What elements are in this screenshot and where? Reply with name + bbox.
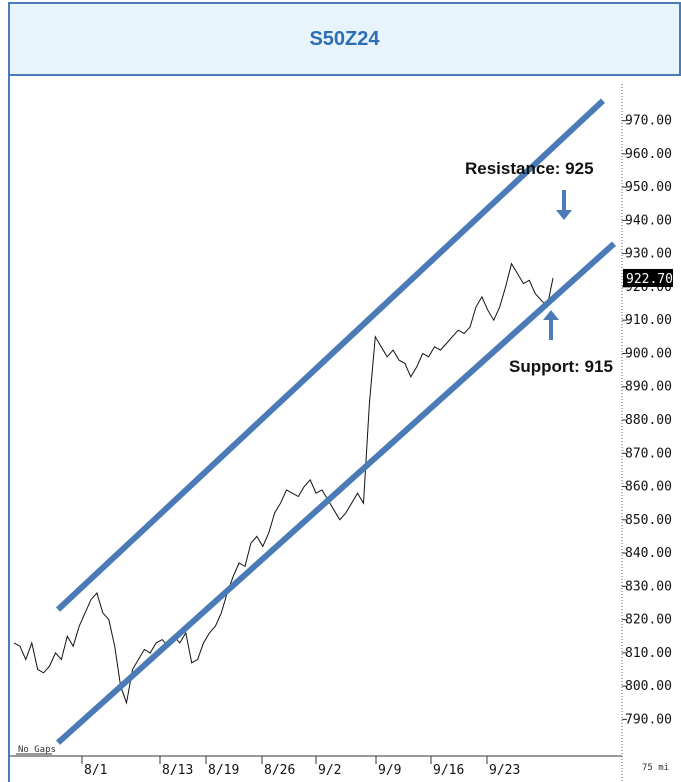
y-tick-label: 940.00 bbox=[625, 213, 672, 228]
x-tick-label: 8/1 bbox=[84, 763, 107, 778]
x-tick-label: 8/26 bbox=[264, 763, 295, 778]
y-tick-label: 910.00 bbox=[625, 313, 672, 328]
interval-label: 75 mi bbox=[642, 763, 669, 773]
y-tick-label: 950.00 bbox=[625, 180, 672, 195]
chart-area: 970.00 960.00 950.00 940.00 930.00 920.00 910.… bbox=[8, 76, 681, 782]
price-chart: 970.00960.00950.00940.00930.00920.00910.… bbox=[10, 84, 673, 782]
y-tick-label: 890.00 bbox=[625, 380, 672, 395]
x-tick-label: 9/16 bbox=[433, 763, 464, 778]
y-tick-label: 900.00 bbox=[625, 346, 672, 361]
y-tick-label: 970.00 bbox=[625, 114, 672, 129]
chart-header: S50Z24 bbox=[8, 2, 681, 76]
no-gaps-label: No Gaps bbox=[18, 745, 56, 755]
x-tick-label: 9/23 bbox=[489, 763, 520, 778]
x-tick-label: 8/13 bbox=[162, 763, 193, 778]
y-tick-label: 930.00 bbox=[625, 247, 672, 262]
support-line bbox=[55, 241, 617, 745]
y-tick-label: 840.00 bbox=[625, 546, 672, 561]
resistance-arrow-head bbox=[556, 210, 572, 220]
x-tick-label: 9/9 bbox=[378, 763, 401, 778]
y-tick-label: 960.00 bbox=[625, 147, 672, 162]
support-annotation: Support: 915 bbox=[509, 357, 613, 376]
support-arrow-head bbox=[543, 310, 559, 320]
price-series-line bbox=[13, 262, 554, 705]
y-tick-label: 870.00 bbox=[625, 446, 672, 461]
last-price-box bbox=[623, 268, 673, 287]
y-tick-label: 850.00 bbox=[625, 513, 672, 528]
y-tick-label: 860.00 bbox=[625, 480, 672, 495]
y-tick-label: 820.00 bbox=[625, 613, 672, 628]
y-tick-label: 810.00 bbox=[625, 646, 672, 661]
y-tick-label: 800.00 bbox=[625, 679, 672, 694]
y-tick-label: 880.00 bbox=[625, 413, 672, 428]
x-tick-label: 8/19 bbox=[208, 763, 239, 778]
resistance-line bbox=[55, 98, 606, 612]
y-tick-label: 830.00 bbox=[625, 579, 672, 594]
x-tick-label: 9/2 bbox=[318, 763, 341, 778]
chart-title: S50Z24 bbox=[309, 27, 380, 50]
last-price-label: 922.70 bbox=[626, 272, 673, 287]
y-tick-label: 790.00 bbox=[625, 712, 672, 727]
resistance-annotation: Resistance: 925 bbox=[465, 159, 594, 178]
